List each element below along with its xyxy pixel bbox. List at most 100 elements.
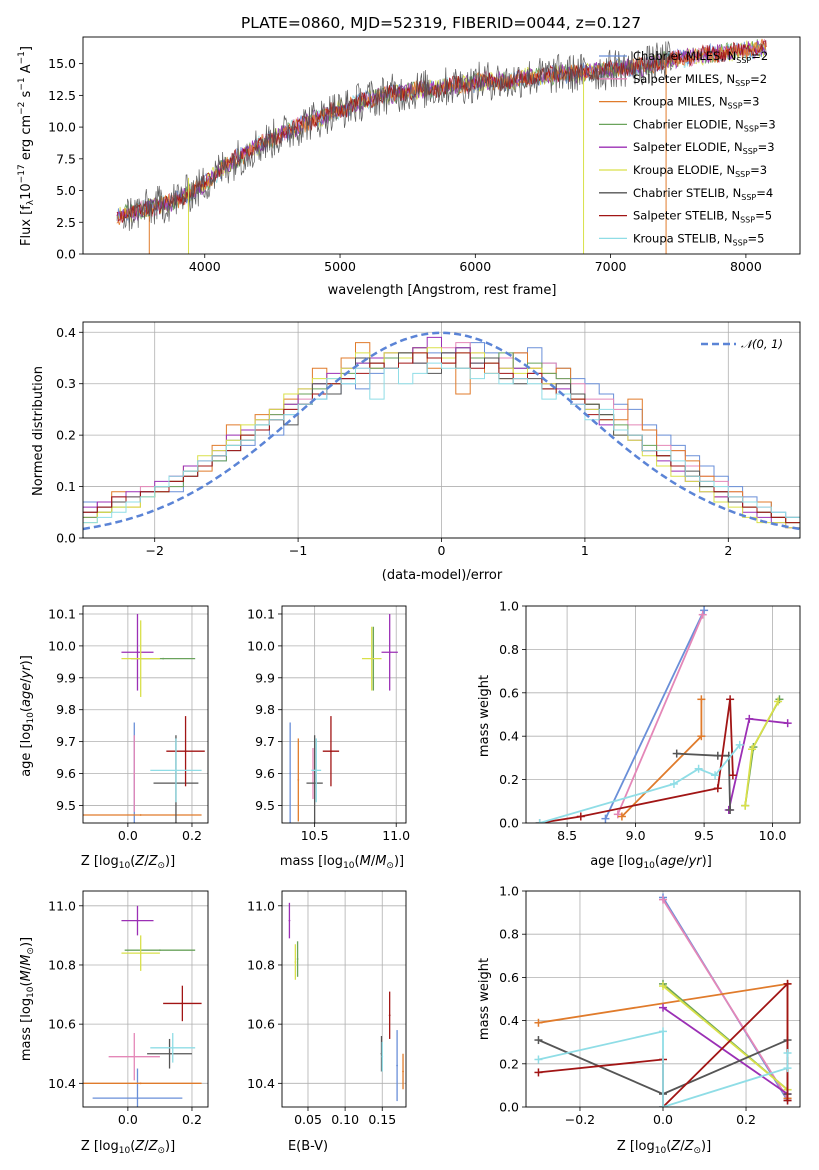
spectrum-ytick-label: 0.0 (56, 247, 76, 262)
residual-histogram-ytick-label: 0.0 (56, 531, 76, 546)
z-vs-mass-marks (83, 905, 202, 1107)
ebv-vs-mass-marks (288, 902, 404, 1102)
z-vs-age-marks (83, 613, 205, 823)
age-weights-ytick-label: 1.0 (499, 599, 519, 614)
weight-line-3 (744, 698, 781, 806)
residual-histogram-xtick-label: 2 (724, 543, 732, 558)
age-weights-frame (525, 605, 801, 824)
legend-label-tail: =3 (758, 140, 775, 154)
z-vs-age-xtick-label: 0.2 (182, 828, 202, 843)
mass-vs-age-ytick-label: 10.0 (247, 638, 275, 653)
spectrum-xtick-label: 5000 (324, 259, 356, 274)
age-weights-xtick-label: 9.5 (694, 828, 714, 843)
legend-label-sub: SSP (744, 124, 759, 133)
age-weights-ytick-label: 0.8 (499, 642, 519, 657)
residual-histogram-ytick-label: 0.2 (56, 428, 76, 443)
legend-label-sub: SSP (733, 238, 748, 247)
z-vs-age-ytick-label: 9.7 (56, 734, 76, 749)
legend-label-tail: =5 (755, 209, 772, 223)
data-point (388, 1014, 391, 1017)
data-point (136, 919, 139, 922)
weight-line-5 (662, 985, 789, 1091)
spectrum-frame (82, 36, 801, 255)
legend-label-main: Kroupa ELODIE, N (633, 163, 735, 177)
data-point (289, 772, 292, 775)
z-vs-mass-xtick-label: 0.0 (118, 1112, 138, 1127)
legend-label-main: Kroupa MILES, N (633, 95, 728, 109)
legend-label-tail: =5 (748, 231, 765, 245)
z-vs-mass-ytick-label: 10.8 (48, 957, 76, 972)
legend-label-sub: SSP (728, 102, 743, 111)
data-point (171, 1046, 174, 1049)
data-point (315, 769, 318, 772)
data-point (139, 657, 142, 660)
z-age-ylabel: age [log10(age/yr)] (19, 655, 36, 777)
legend-label: Kroupa ELODIE, NSSP=3 (633, 163, 767, 179)
mass-age-xlabel: mass [log10(M/M⊙)] (280, 854, 404, 871)
z-vs-age-frame (82, 605, 209, 824)
z-vs-age-ytick-label: 9.8 (56, 702, 76, 717)
age-weights-grid (526, 605, 800, 824)
z-weights-xlabel: Z [log10(Z/Z⊙)] (617, 1139, 711, 1156)
age-weights-xtick-label: 10.0 (759, 828, 787, 843)
residual-histogram-xtick-label: 1 (581, 543, 589, 558)
data-point (388, 651, 391, 654)
spectrum-ytick-label: 2.5 (56, 215, 76, 230)
mass-vs-age-ytick-label: 9.7 (255, 734, 275, 749)
spectrum-xtick-label: 8000 (730, 259, 762, 274)
spectrum-xtick-label: 7000 (595, 259, 627, 274)
z-vs-age-ytick-label: 10.1 (48, 606, 76, 621)
data-point (381, 1055, 384, 1058)
data-point (313, 782, 316, 785)
data-point (159, 949, 161, 952)
age-weights-ylabel: mass weight (477, 675, 492, 757)
legend-label-main: Salpeter ELODIE, N (633, 140, 743, 154)
weight-line-8 (539, 744, 741, 823)
z-weights-ytick-label: 0.0 (499, 1100, 519, 1115)
legend-label-sub: SSP (735, 79, 750, 88)
ebv-vs-mass-xtick-label: 0.15 (368, 1112, 396, 1127)
data-point (139, 814, 142, 816)
legend-label-sub: SSP (740, 216, 755, 225)
histogram-panel: (data-model)/error Normed distribution −… (31, 321, 801, 583)
legend-label-main: Chabrier MILES, N (633, 49, 736, 63)
residual-histogram-marks (83, 331, 800, 538)
weight-line-7 (538, 981, 789, 1107)
weight-line-1 (616, 614, 704, 815)
age-weights-ytick-label: 0.4 (499, 729, 519, 744)
data-point (139, 1082, 142, 1085)
spectrum-ytick-label: 12.5 (48, 88, 76, 103)
z-mass-xlabel: Z [log10(Z/Z⊙)] (81, 1139, 175, 1156)
residual-histogram-ytick-label: 0.3 (56, 376, 76, 391)
z-weights-ylabel: mass weight (477, 958, 492, 1040)
ebv-mass-xlabel: E(B-V) (288, 1139, 328, 1154)
legend-label-sub: SSP (743, 147, 758, 156)
data-point (296, 958, 299, 960)
z-vs-age-ytick-label: 9.5 (56, 798, 76, 813)
data-point (297, 779, 300, 781)
z-vs-age-xtick-label: 0.0 (118, 828, 138, 843)
mass-vs-age-ytick-label: 10.1 (247, 606, 275, 621)
age-weights-marks (535, 606, 792, 823)
data-point (136, 651, 139, 654)
z-vs-mass-ytick-label: 10.6 (48, 1017, 76, 1032)
spectrum-ytick-label: 7.5 (56, 151, 76, 166)
ebv-vs-mass-ytick-label: 10.6 (247, 1017, 275, 1032)
z-weights-ytick-label: 0.8 (499, 927, 519, 942)
ebv-vs-mass-xtick-label: 0.05 (294, 1112, 322, 1127)
ebv-mass-panel: E(B-V) 0.05 0.10 0.15 10.4 10.6 10.8 11.0 (247, 890, 407, 1154)
z-weights-frame (525, 890, 801, 1108)
mass-vs-age-ytick-label: 9.5 (255, 798, 275, 813)
residual-histogram-xtick-label: 0 (438, 543, 446, 558)
mass-vs-age-ytick-label: 9.9 (255, 670, 275, 685)
age-weights-ytick-label: 0.2 (499, 772, 519, 787)
residual-histogram-frame (82, 321, 801, 539)
z-weights-xtick-label: −0.2 (565, 1112, 595, 1127)
legend-label-main: Kroupa STELIB, N (633, 231, 733, 245)
data-point (294, 961, 297, 963)
spectrum-xlabel: wavelength [Angstrom, rest frame] (328, 283, 557, 298)
histogram-ylabel: Normed distribution (31, 366, 46, 496)
legend-label-sub: SSP (741, 193, 756, 202)
